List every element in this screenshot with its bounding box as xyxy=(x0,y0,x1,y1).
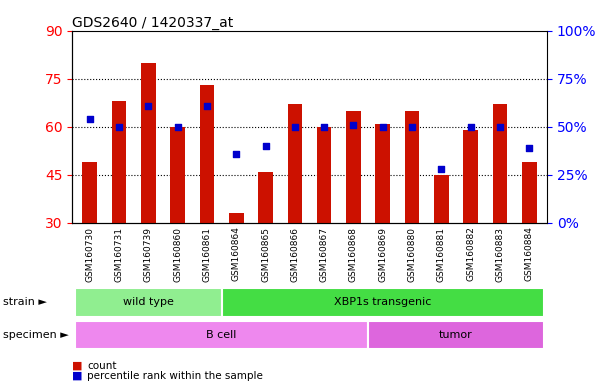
Text: GSM160864: GSM160864 xyxy=(232,227,241,281)
Text: GSM160861: GSM160861 xyxy=(203,227,212,281)
Bar xyxy=(75,321,368,349)
Point xyxy=(525,145,534,151)
Bar xyxy=(75,288,222,317)
Text: GSM160866: GSM160866 xyxy=(290,227,299,281)
Point xyxy=(231,151,241,157)
Bar xyxy=(141,63,156,223)
Bar xyxy=(170,127,185,223)
Text: GSM160883: GSM160883 xyxy=(495,227,504,281)
Text: GSM160731: GSM160731 xyxy=(115,227,124,281)
Bar xyxy=(222,288,544,317)
Point xyxy=(114,124,124,130)
Bar xyxy=(376,124,390,223)
Point xyxy=(85,116,94,122)
Bar xyxy=(493,104,507,223)
Point xyxy=(319,124,329,130)
Bar xyxy=(258,172,273,223)
Text: GSM160884: GSM160884 xyxy=(525,227,534,281)
Text: GSM160867: GSM160867 xyxy=(320,227,329,281)
Text: ■: ■ xyxy=(72,361,82,371)
Text: GSM160869: GSM160869 xyxy=(378,227,387,281)
Point xyxy=(495,124,505,130)
Bar xyxy=(200,85,215,223)
Text: GSM160860: GSM160860 xyxy=(173,227,182,281)
Bar xyxy=(346,111,361,223)
Point xyxy=(261,143,270,149)
Bar xyxy=(112,101,126,223)
Text: GSM160730: GSM160730 xyxy=(85,227,94,281)
Text: GSM160882: GSM160882 xyxy=(466,227,475,281)
Text: GSM160739: GSM160739 xyxy=(144,227,153,281)
Point xyxy=(144,103,153,109)
Bar xyxy=(82,162,97,223)
Bar xyxy=(463,130,478,223)
Text: GSM160865: GSM160865 xyxy=(261,227,270,281)
Bar xyxy=(229,213,243,223)
Text: XBP1s transgenic: XBP1s transgenic xyxy=(334,297,432,308)
Bar xyxy=(317,127,332,223)
Text: tumor: tumor xyxy=(439,330,473,340)
Text: ■: ■ xyxy=(72,371,82,381)
Text: GSM160881: GSM160881 xyxy=(437,227,446,281)
Point xyxy=(407,124,417,130)
Bar xyxy=(368,321,544,349)
Text: B cell: B cell xyxy=(206,330,237,340)
Point xyxy=(436,166,446,172)
Text: GDS2640 / 1420337_at: GDS2640 / 1420337_at xyxy=(72,16,233,30)
Text: count: count xyxy=(87,361,117,371)
Text: specimen ►: specimen ► xyxy=(3,330,69,340)
Point xyxy=(173,124,183,130)
Bar xyxy=(434,175,449,223)
Text: wild type: wild type xyxy=(123,297,174,308)
Bar xyxy=(287,104,302,223)
Text: percentile rank within the sample: percentile rank within the sample xyxy=(87,371,263,381)
Point xyxy=(378,124,388,130)
Bar xyxy=(522,162,537,223)
Text: strain ►: strain ► xyxy=(3,297,47,308)
Point xyxy=(290,124,300,130)
Text: GSM160868: GSM160868 xyxy=(349,227,358,281)
Text: GSM160880: GSM160880 xyxy=(407,227,416,281)
Point xyxy=(349,122,358,128)
Point xyxy=(466,124,475,130)
Bar xyxy=(404,111,419,223)
Point xyxy=(202,103,212,109)
